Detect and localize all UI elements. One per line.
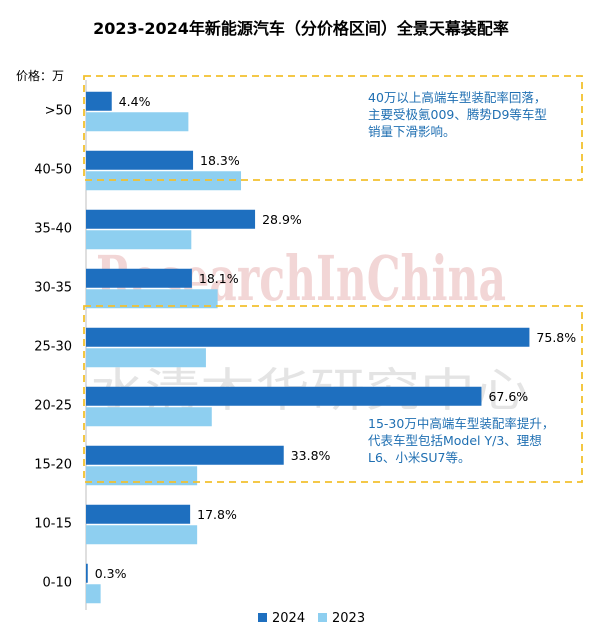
bar-2024 [86,563,88,583]
category-label: 15-20 [34,458,72,473]
category-label: 30-35 [34,281,72,296]
legend-swatch-2024 [258,613,267,622]
bar-2024 [86,327,530,347]
bar-2023 [86,584,101,604]
callout-box-high-end [83,75,583,181]
bar-2023 [86,348,206,368]
annotation-line: 代表车型包括Model Y/3、理想 [368,433,542,448]
bar-2024 [86,386,482,406]
annotation-line: 15-30万中高端车型装配率提升， [368,416,554,431]
data-label-2024: 75.8% [536,330,576,345]
y-axis-unit-label: 价格：万 [16,68,64,83]
data-label-2024: 67.6% [488,389,528,404]
callout-box-mid-high [83,305,583,483]
category-label: 35-40 [34,222,72,237]
bar-2023 [86,407,212,427]
bar-2024 [86,91,112,111]
bar-2024 [86,445,284,465]
data-label-2024: 33.8% [291,448,331,463]
data-label-2024: 28.9% [262,212,302,227]
legend-label-2023: 2023 [332,611,365,626]
category-label: 0-10 [42,576,72,591]
legend-swatch-2023 [318,613,327,622]
category-label: >50 [45,104,72,119]
bar-2023 [86,112,189,132]
bar-2024 [86,268,192,288]
bar-2023 [86,230,192,250]
category-label: 20-25 [34,399,72,414]
category-label: 10-15 [34,517,72,532]
annotation-line: L6、小米SU7等。 [368,450,470,465]
legend-label-2024: 2024 [272,611,305,626]
annotation-line: 40万以上高端车型装配率回落， [368,90,546,105]
bar-2023 [86,289,218,309]
data-label-2024: 18.3% [200,153,240,168]
bar-2023 [86,466,198,486]
bar-2024 [86,504,191,524]
data-label-2024: 17.8% [197,507,237,522]
annotation-line: 销量下滑影响。 [368,124,456,139]
category-label: 25-30 [34,340,72,355]
bar-2023 [86,525,198,545]
data-label-2024: 18.1% [199,271,239,286]
bar-2024 [86,209,256,229]
data-label-2024: 0.3% [95,566,127,581]
category-label: 40-50 [34,163,72,178]
annotation-line: 主要受极氪009、腾势D9等车型 [368,107,547,122]
chart-title: 2023-2024年新能源汽车（分价格区间）全景天幕装配率 [93,19,509,38]
data-label-2024: 4.4% [119,94,151,109]
bar-2024 [86,150,194,170]
